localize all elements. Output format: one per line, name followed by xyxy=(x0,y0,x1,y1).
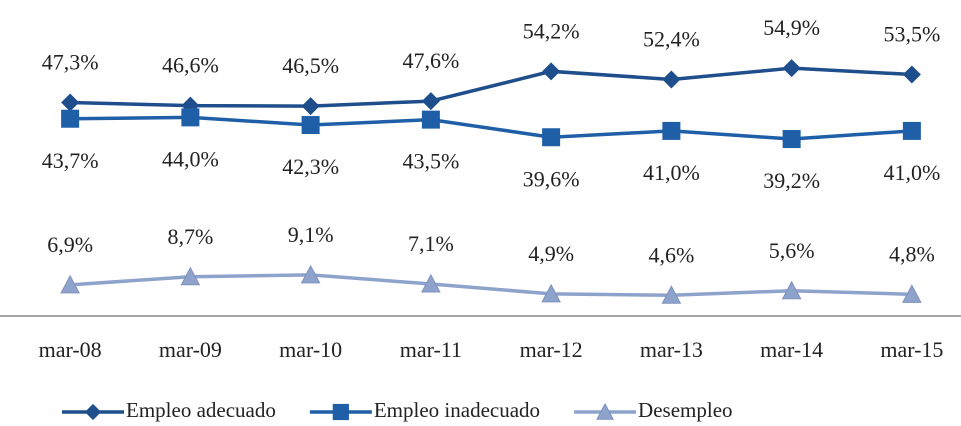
series-line xyxy=(70,66,912,108)
data-label: 8,7% xyxy=(167,224,213,249)
legend-label: Desempleo xyxy=(638,398,732,422)
data-point xyxy=(421,273,441,293)
data-label: 4,6% xyxy=(648,242,694,267)
data-point xyxy=(541,283,561,303)
data-point xyxy=(781,280,802,300)
data-label: 4,9% xyxy=(528,241,574,266)
data-point xyxy=(61,93,80,112)
data-point xyxy=(421,92,440,111)
data-label: 39,6% xyxy=(523,166,580,191)
data-point xyxy=(661,285,682,304)
data-label: 53,5% xyxy=(883,22,940,47)
series-line xyxy=(70,273,912,297)
data-point xyxy=(421,110,440,129)
x-tick-label: mar-09 xyxy=(159,337,222,362)
data-point xyxy=(782,130,801,149)
data-label: 43,5% xyxy=(402,149,459,174)
data-label: 5,6% xyxy=(769,238,815,263)
data-point xyxy=(662,121,681,140)
data-point xyxy=(180,266,201,286)
data-label: 42,3% xyxy=(282,154,339,179)
data-label: 7,1% xyxy=(408,231,454,256)
x-tick-label: mar-08 xyxy=(39,337,102,362)
legend-marker xyxy=(596,402,614,420)
series-line xyxy=(70,115,912,141)
data-label: 41,0% xyxy=(643,160,700,185)
data-label: 46,6% xyxy=(162,53,219,78)
data-point xyxy=(61,109,80,128)
legend-label: Empleo inadecuado xyxy=(374,398,540,422)
data-point xyxy=(542,128,561,147)
x-tick-label: mar-15 xyxy=(880,337,943,362)
x-tick-label: mar-14 xyxy=(760,337,823,362)
data-point xyxy=(662,70,681,89)
data-point xyxy=(181,108,200,127)
data-point xyxy=(60,274,80,294)
data-label: 47,3% xyxy=(42,50,99,75)
data-label: 47,6% xyxy=(402,48,459,73)
data-point xyxy=(902,121,921,140)
x-tick-label: mar-13 xyxy=(640,337,703,362)
data-point xyxy=(300,264,321,284)
data-label: 6,9% xyxy=(47,232,93,257)
data-point xyxy=(301,97,320,116)
x-tick-label: mar-10 xyxy=(279,337,342,362)
data-label: 52,4% xyxy=(643,26,700,51)
data-label: 41,0% xyxy=(883,160,940,185)
x-tick-label: mar-12 xyxy=(520,337,583,362)
x-tick-label: mar-11 xyxy=(400,337,462,362)
legend-marker xyxy=(332,403,349,421)
data-label: 54,9% xyxy=(763,15,820,40)
data-label: 39,2% xyxy=(763,168,820,193)
legend-marker xyxy=(84,403,102,421)
data-label: 54,2% xyxy=(523,18,580,43)
data-label: 46,5% xyxy=(282,53,339,78)
data-label: 9,1% xyxy=(288,222,334,247)
data-point xyxy=(902,284,922,303)
data-point xyxy=(542,62,561,81)
data-label: 43,7% xyxy=(42,148,99,173)
data-label: 44,0% xyxy=(162,146,219,171)
legend-label: Empleo adecuado xyxy=(126,398,276,422)
data-point xyxy=(301,116,320,135)
data-point xyxy=(902,65,921,84)
data-label: 4,8% xyxy=(889,241,935,266)
data-point xyxy=(782,59,801,78)
